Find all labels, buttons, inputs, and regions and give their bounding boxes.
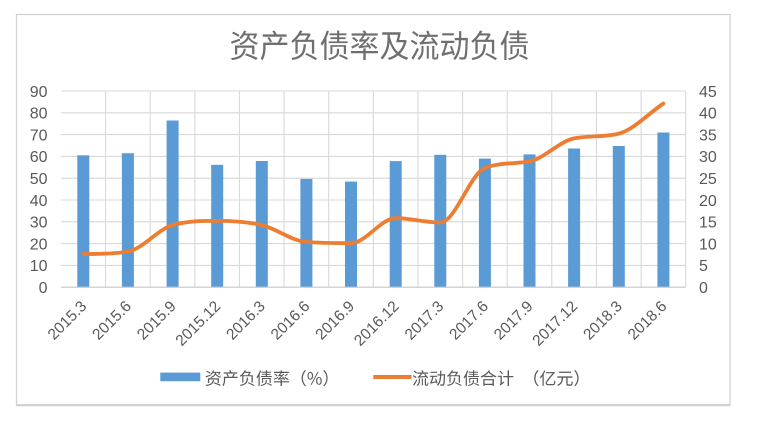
- svg-text:0: 0: [39, 280, 48, 297]
- svg-text:40: 40: [699, 106, 717, 123]
- svg-text:80: 80: [30, 106, 48, 123]
- svg-text:30: 30: [30, 215, 48, 232]
- svg-text:40: 40: [30, 193, 48, 210]
- svg-text:90: 90: [30, 84, 48, 101]
- svg-text:20: 20: [30, 236, 48, 253]
- svg-text:5: 5: [699, 258, 708, 275]
- svg-text:35: 35: [699, 127, 717, 144]
- svg-text:20: 20: [699, 193, 717, 210]
- svg-text:30: 30: [699, 149, 717, 166]
- svg-text:15: 15: [699, 215, 717, 232]
- svg-text:25: 25: [699, 171, 717, 188]
- svg-text:60: 60: [30, 149, 48, 166]
- svg-text:10: 10: [30, 258, 48, 275]
- svg-text:50: 50: [30, 171, 48, 188]
- svg-text:70: 70: [30, 127, 48, 144]
- svg-text:0: 0: [699, 280, 708, 297]
- svg-text:10: 10: [699, 236, 717, 253]
- svg-text:45: 45: [699, 84, 717, 101]
